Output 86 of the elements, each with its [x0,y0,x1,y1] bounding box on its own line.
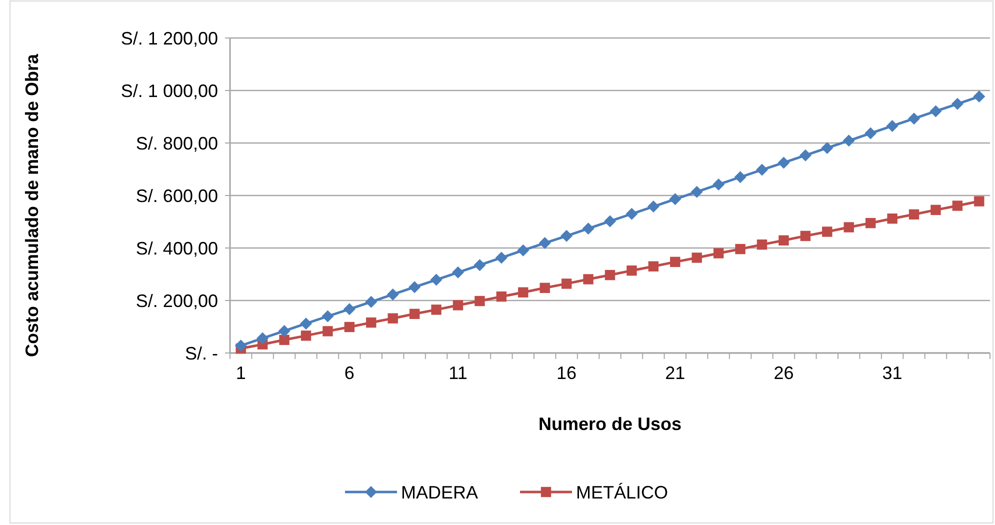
point [887,214,898,224]
x-tick-label: 11 [448,363,468,383]
x-tick-label: 21 [665,363,686,383]
point [734,171,746,184]
point [583,274,594,284]
point [256,332,269,344]
point [452,266,464,278]
point [864,127,877,140]
point [234,340,247,352]
point [821,142,834,154]
point [756,239,768,250]
point [474,259,486,272]
y-tick-label: S/. - [184,343,218,364]
x-tick-label: 1 [236,363,246,383]
point [408,281,421,294]
point [430,274,442,286]
point [561,278,572,289]
point [974,196,984,206]
y-tick-label: S/. 400,00 [136,238,218,258]
legend-label: MADERA [401,482,478,502]
x-tick-label: 6 [344,363,354,383]
x-tick-label: 31 [882,363,902,383]
point [908,209,920,220]
point [865,218,876,228]
point [778,156,790,169]
point [495,252,508,264]
point [322,326,333,336]
point [778,235,789,246]
point [756,164,768,176]
point [560,230,573,242]
point [844,222,854,232]
point [690,186,703,198]
point [474,296,485,306]
x-tick-label: 16 [556,363,577,383]
point [908,112,920,125]
point [930,204,941,216]
point [431,304,442,315]
y-tick-label: S/. 200,00 [136,290,218,311]
point [930,105,942,118]
point [973,90,986,103]
point [692,252,702,263]
y-tick-label: S/. 1 200,00 [120,28,218,48]
point [366,317,376,328]
point [517,244,530,256]
point [951,98,964,110]
x-tick-label: 26 [774,363,794,383]
point [604,270,616,280]
point [365,296,378,308]
y-tick-label: S/. 800,00 [136,133,218,154]
y-tick-label: S/. 1 000,00 [120,80,218,101]
point [300,330,312,341]
y-axis-title: Costo acumulado de mano de Obra [22,52,42,358]
x-axis-title: Numero de Usos [538,414,682,434]
point [626,208,638,220]
point [538,237,551,250]
point [343,303,356,316]
point [669,193,682,206]
point [582,222,594,235]
point [278,324,290,337]
point [735,244,746,254]
point [886,120,898,132]
point [388,313,398,324]
point [518,287,528,298]
point [604,215,616,228]
y-tick-label: S/. 600,00 [136,186,218,206]
point [670,256,680,268]
point [712,178,725,190]
point [626,265,637,276]
point [713,248,724,258]
point [496,291,507,302]
point [822,226,832,237]
point [648,261,659,272]
point [842,134,855,147]
point [952,200,963,211]
point [452,300,464,310]
point [279,334,290,345]
point [800,230,811,242]
legend-label: METÁLICO [576,482,668,502]
point [540,282,550,293]
point [409,308,420,319]
point [322,310,334,322]
point [344,322,355,332]
point [300,318,312,330]
point [799,149,812,162]
point [386,288,399,300]
point [647,200,660,213]
